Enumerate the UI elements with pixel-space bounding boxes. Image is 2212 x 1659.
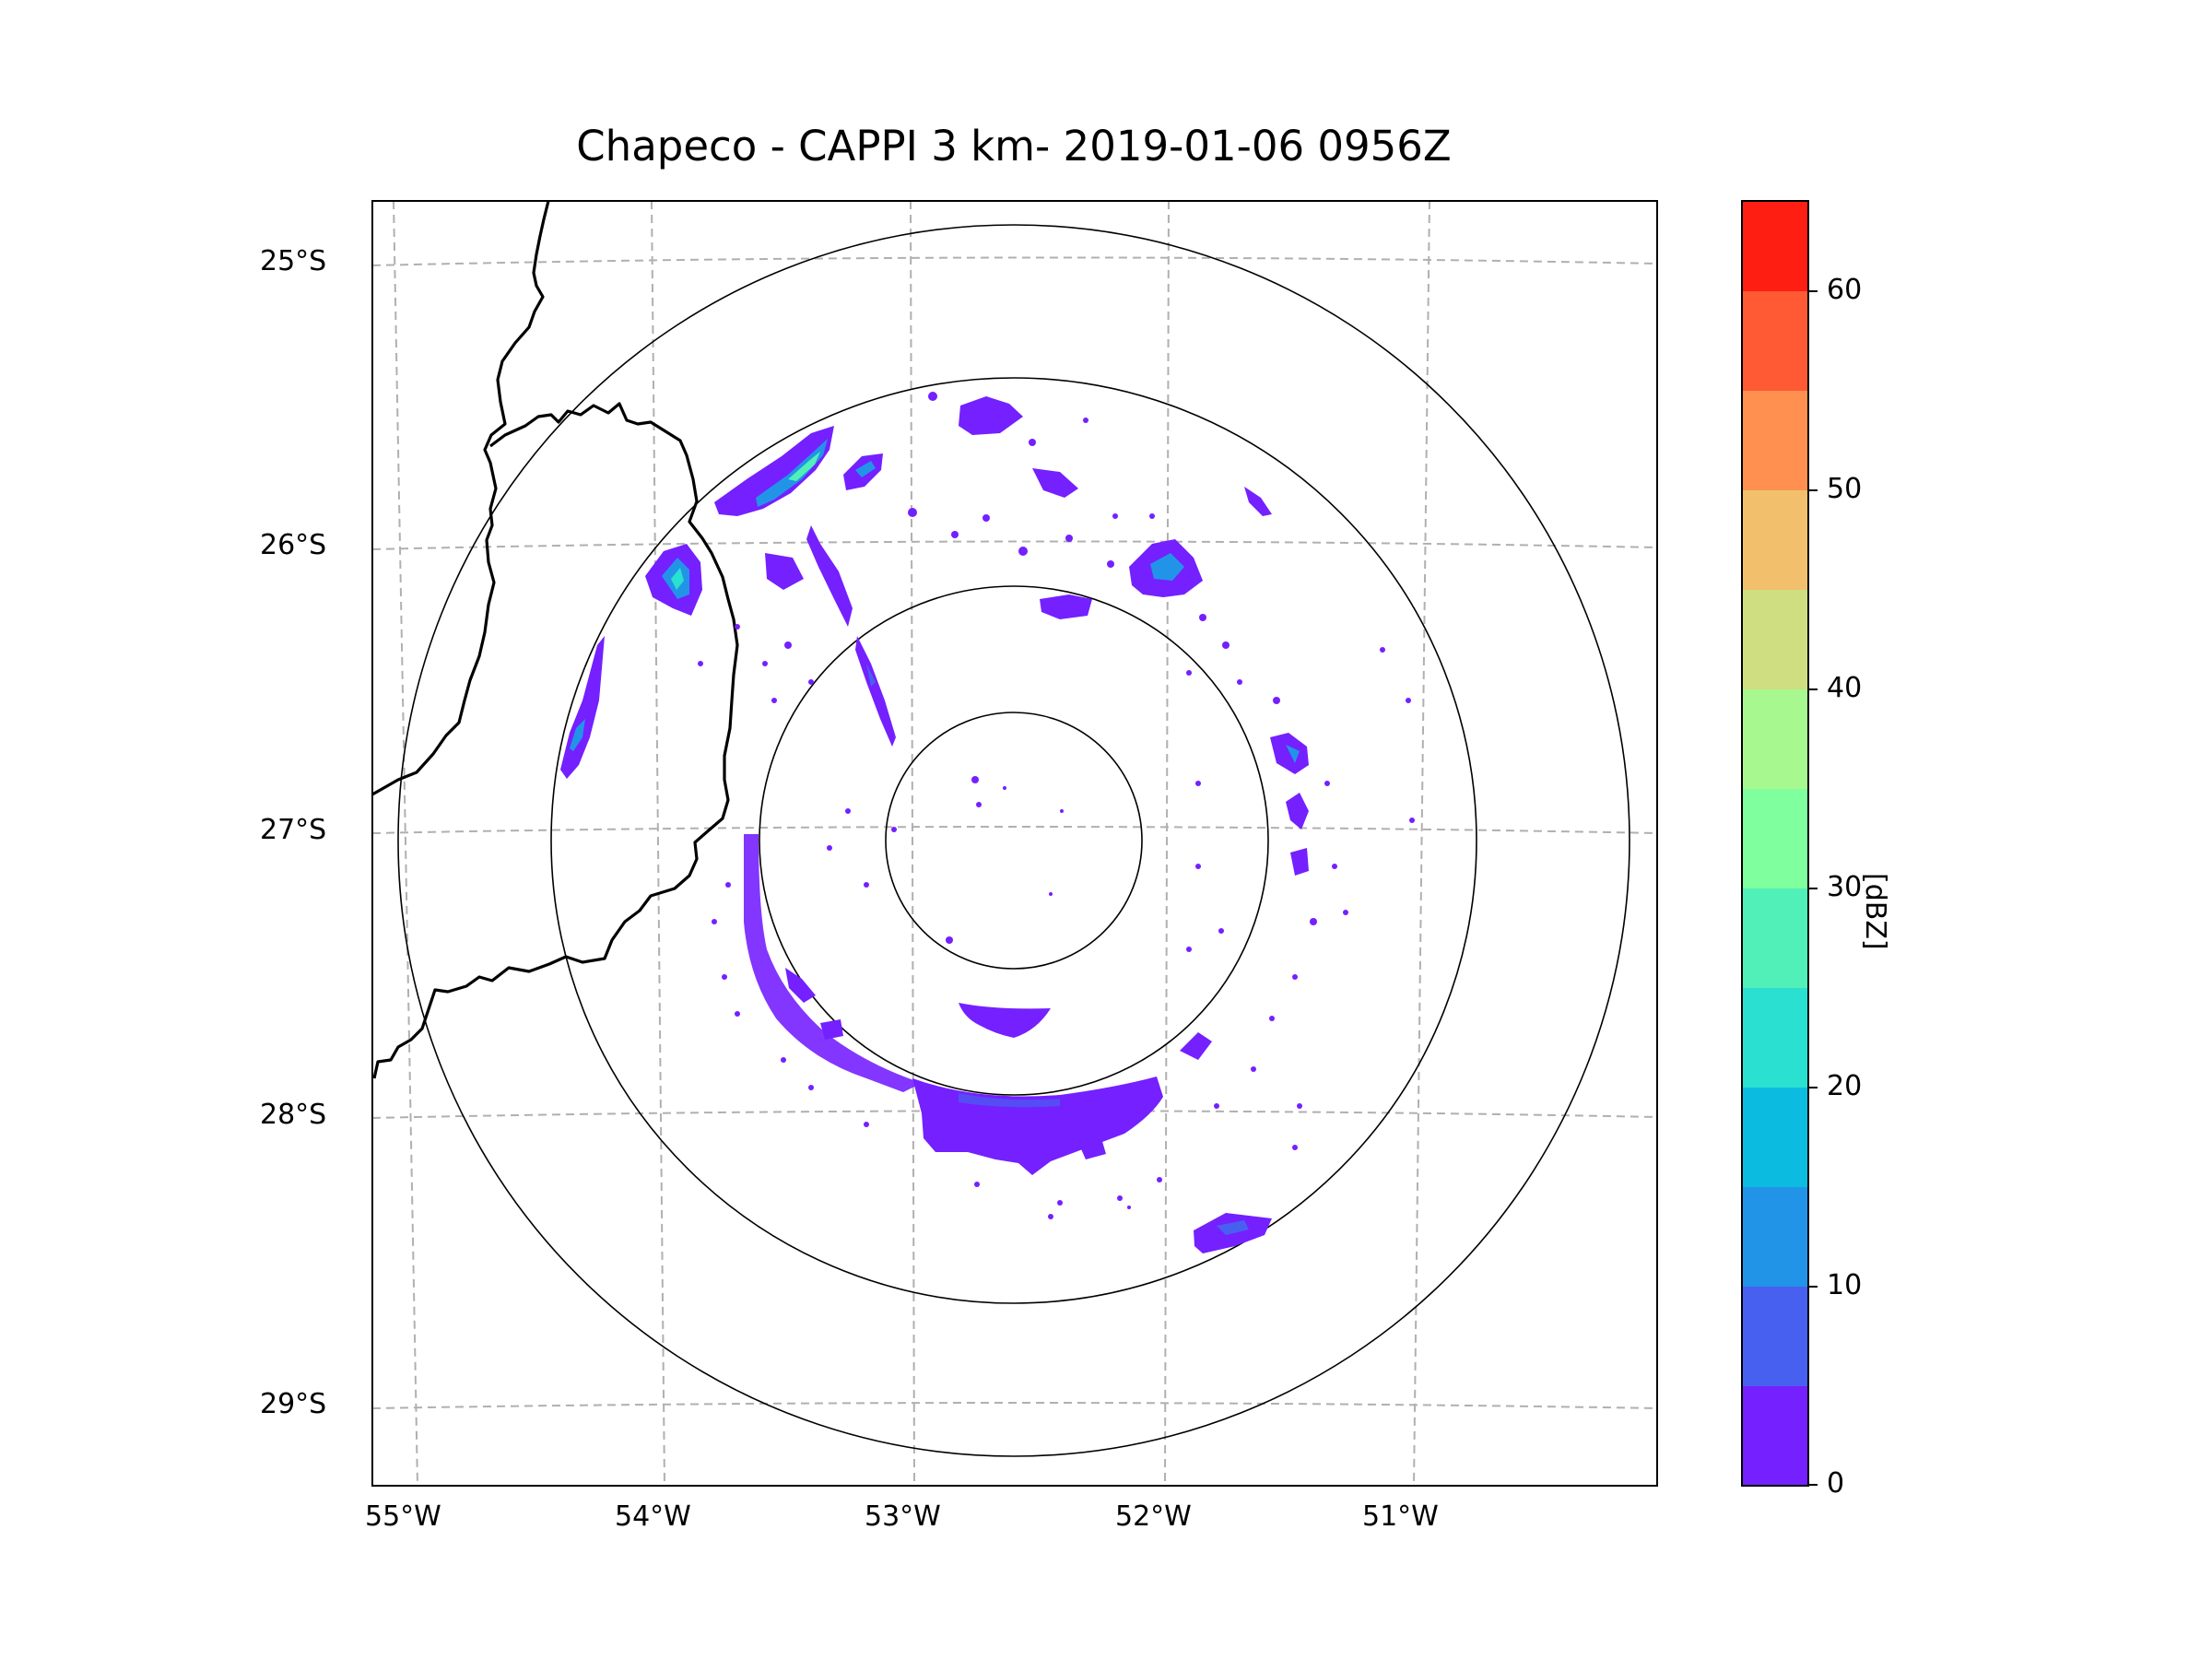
colorbar-tick-20: 20: [1827, 1070, 1863, 1102]
grid-lat-27: [372, 826, 1657, 834]
colorbar-tick-10: 10: [1827, 1269, 1863, 1301]
grid-lon-55: [393, 201, 418, 1486]
grid-lon-53: [910, 201, 915, 1486]
echo-speckle: [698, 392, 1415, 1219]
echo-n-blob: [959, 396, 1023, 435]
colorbar-bin-9: [1742, 490, 1808, 590]
echo-w-arc-cluster: [765, 553, 804, 590]
lat-label-28s: 28°S: [260, 1099, 327, 1131]
echo-sw-arc: [785, 968, 816, 1003]
echo-nw-line: [714, 426, 834, 516]
echo-ne-arc: [1040, 594, 1092, 619]
grid-lat-25: [372, 256, 1657, 266]
colorbar-tick-60: 60: [1827, 274, 1863, 306]
echo-southern-band: [912, 1077, 1163, 1175]
colorbar-bin-5: [1742, 888, 1808, 988]
colorbar-ticks: [1808, 290, 1818, 1486]
echo-southern-band-blue: [959, 1093, 1060, 1108]
echo-se-cluster-core: [1217, 1220, 1249, 1235]
lon-label-54w: 54°W: [615, 1500, 691, 1533]
colorbar-tick-0: 0: [1827, 1467, 1845, 1500]
colorbar-bin-11: [1742, 291, 1808, 391]
lon-label-51w: 51°W: [1362, 1500, 1439, 1533]
echo-ne-cell-core: [1150, 553, 1184, 581]
echo-se-arc: [1180, 1032, 1212, 1060]
echo-nw-line-core: [756, 439, 828, 507]
colorbar-bin-3: [1742, 1088, 1808, 1187]
grid-lon-51: [1413, 201, 1430, 1486]
echo-radial-1: [806, 525, 853, 627]
colorbar-bin-12: [1742, 201, 1808, 291]
echo-e-strip-2: [1290, 848, 1309, 876]
echo-w-cell-peak: [671, 568, 684, 590]
echo-clutter-ring: [744, 834, 922, 1092]
lat-label-27s: 27°S: [260, 814, 327, 846]
lat-label-26s: 26°S: [260, 529, 327, 561]
lat-label-29s: 29°S: [260, 1388, 327, 1420]
range-ring-1: [885, 712, 1143, 970]
colorbar-bin-4: [1742, 988, 1808, 1088]
colorbar-bin-8: [1742, 590, 1808, 689]
lon-label-53w: 53°W: [865, 1500, 941, 1533]
range-ring-3: [550, 377, 1477, 1304]
echo-south-near: [959, 1003, 1051, 1038]
colorbar-label: [dBZ]: [1859, 873, 1891, 950]
echo-e-cell-core: [1286, 745, 1300, 763]
grid-lat-26: [372, 540, 1657, 550]
colorbar-bin-7: [1742, 689, 1808, 789]
echo-ne-small: [1244, 487, 1272, 516]
colorbar-bin-2: [1742, 1187, 1808, 1287]
colorbar-bin-1: [1742, 1287, 1808, 1386]
border-paraguay-argentina: [372, 201, 550, 796]
echo-nw-line-peak: [788, 452, 820, 481]
reflectivity-echoes: [560, 396, 1309, 1253]
grid-lon-54: [651, 201, 665, 1486]
lat-label-25s: 25°S: [260, 245, 327, 277]
colorbar-tick-30: 30: [1827, 871, 1863, 903]
echo-radial-2-core: [866, 664, 876, 687]
grid-lon-52: [1164, 201, 1170, 1486]
colorbar-bin-6: [1742, 789, 1808, 888]
map-frame: [371, 200, 1658, 1487]
echo-e-strip: [1286, 793, 1309, 830]
echo-n-cell-core: [855, 461, 876, 477]
echo-far-w: [560, 636, 605, 779]
border-argentina-brazil: [372, 402, 739, 1079]
lon-label-52w: 52°W: [1115, 1500, 1192, 1533]
grid-lat-29: [372, 1402, 1657, 1409]
country-borders: [372, 201, 739, 1079]
echo-e-cell: [1270, 733, 1309, 774]
colorbar-bin-10: [1742, 391, 1808, 490]
echo-far-w-core: [570, 719, 585, 751]
colorbar-bin-0: [1742, 1386, 1808, 1486]
chart-title: Chapeco - CAPPI 3 km- 2019-01-06 0956Z: [576, 122, 1452, 171]
echo-north-arc: [1032, 468, 1078, 498]
range-rings: [397, 224, 1630, 1457]
range-ring-4: [397, 224, 1630, 1457]
echo-s-scatter: [1078, 1138, 1106, 1159]
echo-radial-2: [855, 636, 896, 747]
colorbar-tick-40: 40: [1827, 672, 1863, 704]
colorbar-tick-50: 50: [1827, 473, 1863, 505]
colorbar-frame: [1741, 200, 1809, 1487]
lon-label-55w: 55°W: [365, 1500, 441, 1533]
echo-sw-scatter: [820, 1019, 843, 1040]
range-ring-2: [759, 585, 1269, 1096]
graticule: [372, 201, 1657, 1486]
colorbar: [1741, 200, 1818, 1487]
